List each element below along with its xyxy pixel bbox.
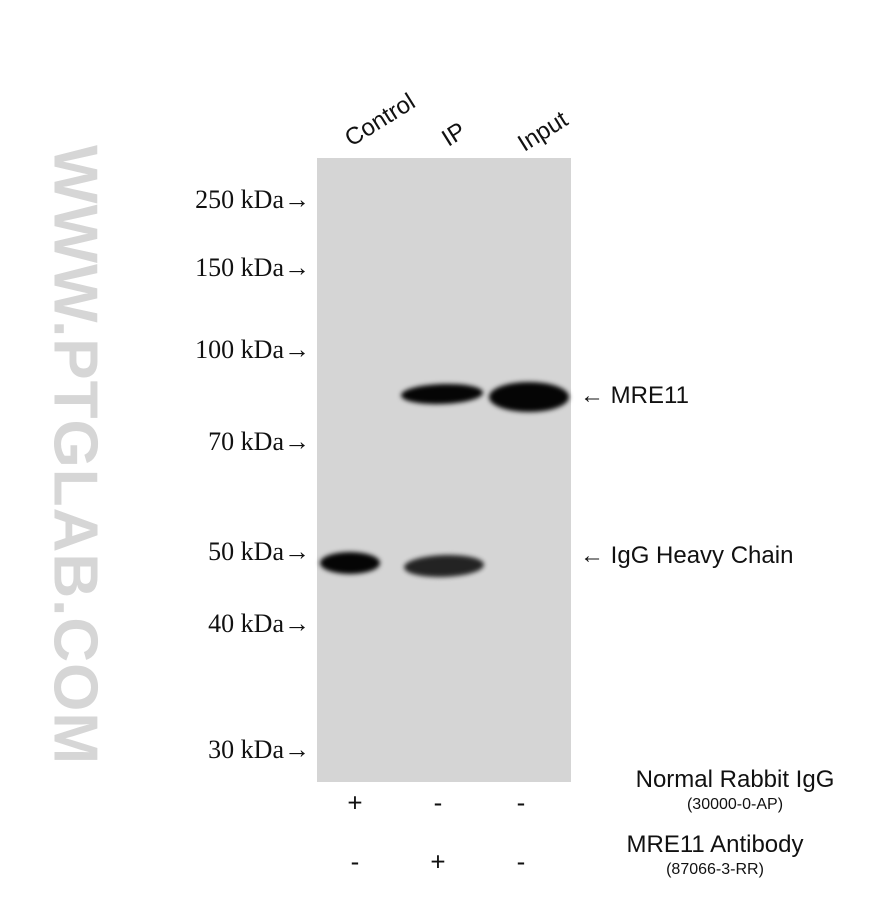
lane-label-input: Input	[513, 105, 573, 158]
lane-label-control: Control	[340, 88, 421, 153]
marker-250: 250 kDa→	[195, 185, 310, 214]
band-tag-mre11: ← MRE11	[580, 382, 689, 410]
condition-name: Normal Rabbit IgG	[635, 766, 835, 793]
blot-membrane	[317, 158, 571, 782]
sign: +	[347, 787, 363, 818]
sign: -	[516, 787, 526, 818]
band-label: MRE11	[610, 382, 689, 409]
condition-catalog: (30000-0-AP)	[686, 796, 784, 813]
left-arrow-icon: ←	[580, 382, 604, 409]
left-arrow-icon: ←	[580, 542, 604, 569]
band-control-igg	[320, 552, 380, 574]
lane-label-ip: IP	[437, 117, 471, 153]
band-ip-igg	[403, 553, 485, 579]
marker-30: 30 kDa→	[208, 735, 310, 764]
condition-mre11-antibody: MRE11 Antibody (87066-3-RR)	[585, 831, 845, 879]
marker-70: 70 kDa→	[208, 427, 310, 456]
marker-100: 100 kDa→	[195, 335, 310, 364]
band-input-mre11	[489, 382, 569, 412]
band-ip-mre11	[400, 382, 484, 406]
marker-150: 150 kDa→	[195, 253, 310, 282]
sign: -	[433, 787, 443, 818]
sign: +	[430, 846, 446, 877]
condition-catalog: (87066-3-RR)	[666, 861, 764, 878]
sign: -	[350, 846, 360, 877]
sign: -	[516, 846, 526, 877]
condition-normal-igg: Normal Rabbit IgG (30000-0-AP)	[605, 766, 865, 814]
condition-name: MRE11 Antibody	[626, 831, 804, 858]
band-tag-igg: ← IgG Heavy Chain	[580, 542, 793, 570]
band-label: IgG Heavy Chain	[610, 542, 794, 569]
watermark: WWW.PTGLAB.COM	[40, 144, 110, 766]
marker-50: 50 kDa→	[208, 537, 310, 566]
marker-40: 40 kDa→	[208, 609, 310, 638]
